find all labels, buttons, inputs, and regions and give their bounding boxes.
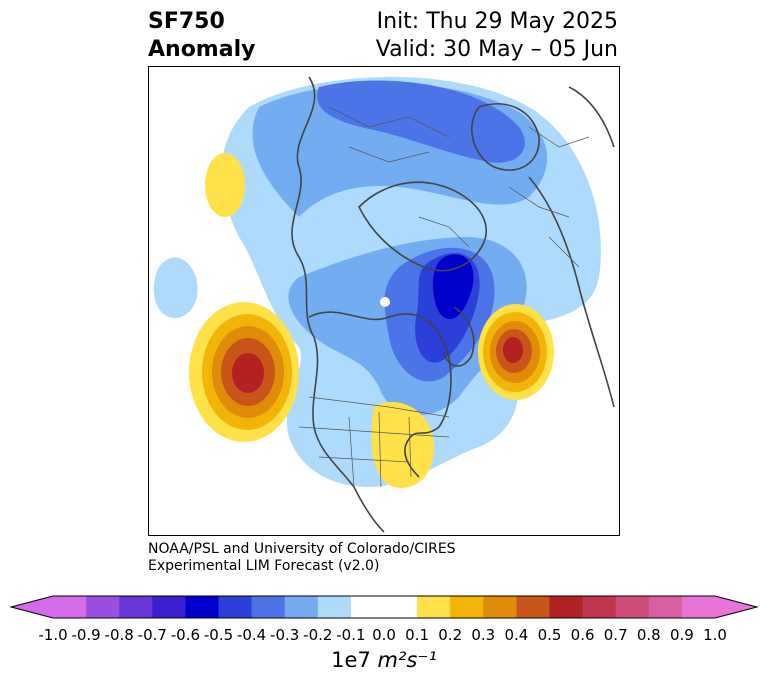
colorbar-tick-label: 0.9 (669, 626, 694, 644)
colorbar-swatch (152, 596, 186, 618)
colorbar-tick-label: 0.3 (471, 626, 496, 644)
valid-range: Valid: 30 May – 05 Jun (375, 37, 618, 62)
colorbar-tick-label: -0.1 (336, 626, 366, 644)
colorbar-swatch (582, 596, 617, 618)
colorbar-outline (10, 595, 758, 619)
colorbar-tick-label: 0.5 (537, 626, 562, 644)
colorbar-tick-label: -1.0 (38, 626, 68, 644)
colorbar-swatch (251, 596, 286, 618)
coastlines (291, 76, 615, 533)
anomaly-region-blue (317, 80, 525, 163)
colorbar-swatch (483, 596, 517, 618)
anomaly-region-yellow-us (371, 401, 434, 488)
colorbar-swatch (549, 596, 584, 618)
colorbar-swatch (317, 596, 352, 618)
colorbar-extend-high (715, 596, 757, 618)
colorbar-swatch (218, 596, 253, 618)
colorbar-swatch (384, 596, 418, 618)
colorbar-swatch (648, 596, 683, 618)
colorbar-tick-label: -0.5 (203, 626, 234, 644)
colorbar-tick-label: 0.6 (570, 626, 595, 644)
colorbar-tick-label: 0.2 (438, 626, 463, 644)
colorbar-tick-label: -0.7 (137, 626, 167, 644)
colorbar-swatch (284, 596, 319, 618)
colorbar-ticks: -1.0 -0.9 -0.8 -0.7 -0.6 -0.5 -0.4 -0.3 -0.2 -0.1… (0, 626, 768, 646)
anomaly-map (148, 66, 620, 536)
variable-title: SF750 (148, 9, 225, 34)
anomaly-region-yellow-nw (205, 153, 245, 217)
colorbar-swatch (185, 596, 219, 618)
title-block-left: SF750 Anomaly (148, 8, 255, 64)
colorbar-tick-label: 0.0 (372, 626, 396, 644)
anomaly-zero-spot (380, 297, 390, 307)
colorbar-swatch (417, 596, 451, 618)
anomaly-region-red-west (232, 353, 264, 393)
colorbar-swatch (681, 596, 716, 618)
colorbar-swatch (119, 596, 153, 618)
units-expression: m²s⁻¹ (377, 648, 437, 672)
colorbar-tick-label: -0.9 (71, 626, 101, 644)
colorbar-tick-label: 0.4 (504, 626, 529, 644)
colorbar (10, 595, 758, 619)
colorbar-swatch (350, 596, 385, 618)
colorbar-tick-label: -0.4 (236, 626, 267, 644)
map-svg (153, 76, 615, 533)
colorbar-tick-label: -0.6 (170, 626, 201, 644)
units-prefix: 1e7 (331, 648, 378, 672)
anomaly-region-light-blue-west (153, 257, 198, 318)
colorbar-tick-label: 0.1 (405, 626, 430, 644)
variable-subtitle: Anomaly (148, 37, 256, 62)
colorbar-extend-low (11, 596, 53, 618)
colorbar-swatch (450, 596, 484, 618)
colorbar-swatch (615, 596, 650, 618)
colorbar-tick-label: -0.8 (104, 626, 134, 644)
title-block-right: Init: Thu 29 May 2025 Valid: 30 May – 05… (376, 8, 618, 64)
init-date: Init: Thu 29 May 2025 (376, 9, 618, 34)
credit-line-2: Experimental LIM Forecast (v2.0) (148, 558, 380, 574)
colorbar-tick-label: -0.3 (270, 626, 300, 644)
colorbar-tick-label: 0.7 (603, 626, 628, 644)
colorbar-tick-label: 0.8 (636, 626, 661, 644)
colorbar-tick-label: 1.0 (703, 626, 727, 644)
colorbar-swatch (86, 596, 120, 618)
credit-block: NOAA/PSL and University of Colorado/CIRE… (148, 541, 456, 575)
political-borders (298, 106, 590, 488)
credit-line-1: NOAA/PSL and University of Colorado/CIRE… (148, 541, 456, 557)
colorbar-tick-label: -0.2 (303, 626, 333, 644)
anomaly-region-red-east (503, 337, 523, 363)
colorbar-units: 1e7 m²s⁻¹ (0, 648, 768, 672)
colorbar-swatch (516, 596, 550, 618)
colorbar-swatch (53, 596, 87, 618)
